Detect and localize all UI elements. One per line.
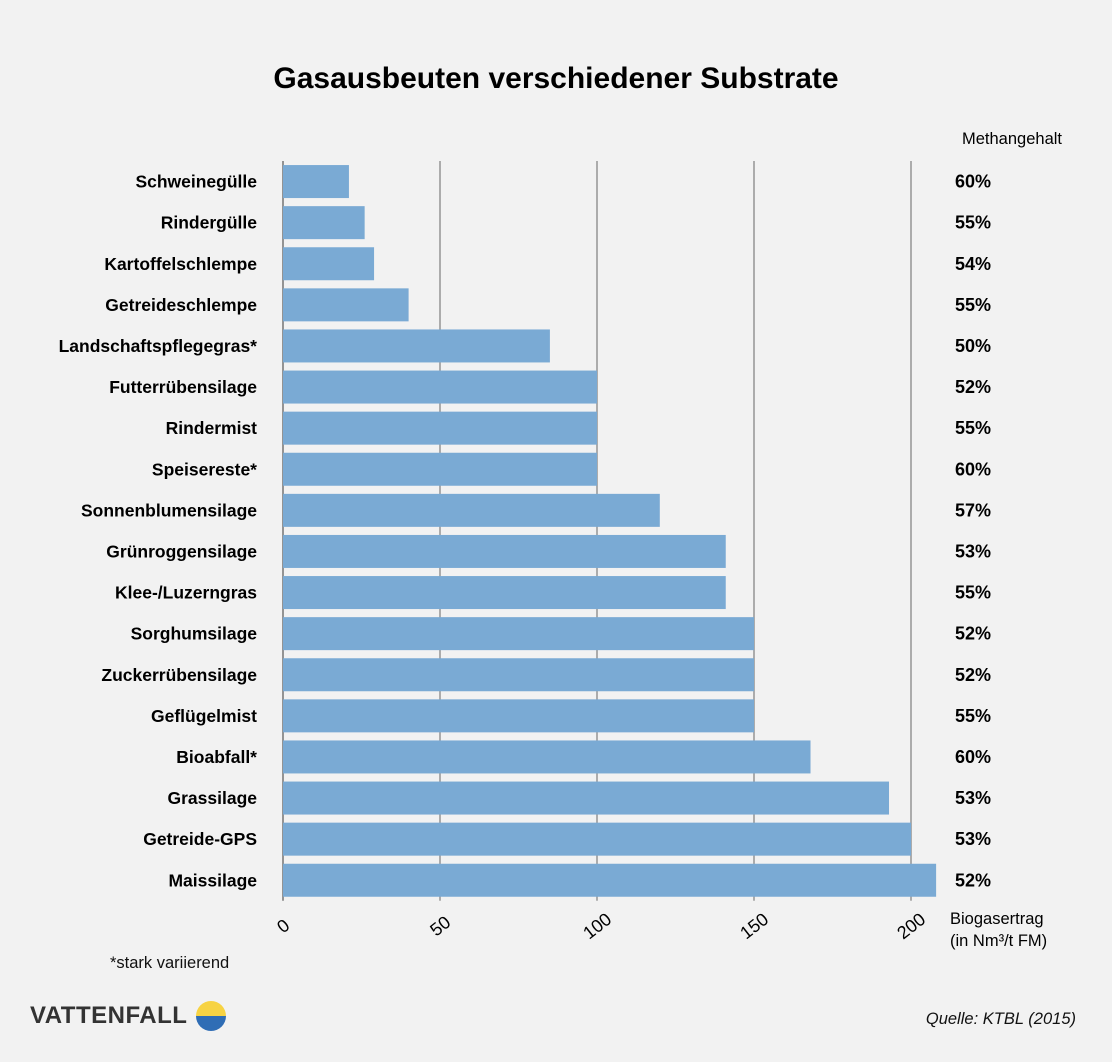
bar: [283, 699, 754, 733]
category-label: Zuckerrübensilage: [101, 665, 257, 685]
methane-value-label: 60%: [955, 747, 991, 767]
category-label: Klee-/Luzerngras: [115, 583, 257, 603]
category-label: Rindergülle: [161, 213, 258, 233]
category-label: Rindermist: [166, 418, 258, 438]
methane-value-label: 53%: [955, 541, 991, 561]
methane-value-label: 55%: [955, 706, 991, 726]
bar: [283, 288, 409, 322]
methane-value-label: 52%: [955, 377, 991, 397]
category-label: Sonnenblumensilage: [81, 500, 257, 520]
bar: [283, 452, 597, 486]
chart-title: Gasausbeuten verschiedener Substrate: [273, 62, 838, 95]
x-tick-label: 200: [893, 909, 929, 943]
brand-name: VATTENFALL: [30, 1002, 188, 1029]
category-label: Kartoffelschlempe: [104, 254, 257, 274]
x-tick-label: 100: [579, 909, 615, 943]
brand-logo: VATTENFALL: [30, 1000, 227, 1032]
methane-value-label: 55%: [955, 213, 991, 233]
methane-value-label: 54%: [955, 254, 991, 274]
bar: [283, 863, 937, 897]
category-label: Grassilage: [168, 788, 258, 808]
methane-value-label: 55%: [955, 295, 991, 315]
x-tick-label: 0: [273, 915, 293, 937]
bar: [283, 534, 726, 568]
methane-value-label: 55%: [955, 583, 991, 603]
methane-value-label: 53%: [955, 829, 991, 849]
methane-value-label: 53%: [955, 788, 991, 808]
bar: [283, 740, 811, 774]
methane-value-label: 57%: [955, 500, 991, 520]
category-label: Grünroggensilage: [106, 541, 257, 561]
bar: [283, 165, 349, 199]
methane-value-label: 60%: [955, 172, 991, 192]
methane-value-label: 50%: [955, 336, 991, 356]
bar: [283, 576, 726, 610]
methane-value-label: 52%: [955, 624, 991, 644]
bar: [283, 493, 660, 527]
bar: [283, 247, 375, 281]
bar: [283, 822, 911, 856]
bar: [283, 206, 365, 240]
methane-value-label: 60%: [955, 459, 991, 479]
footnote: *stark variierend: [110, 954, 230, 972]
x-tick-label: 50: [426, 912, 454, 940]
x-axis-label-line2: (in Nm³/t FM): [950, 932, 1047, 950]
category-label: Bioabfall*: [176, 747, 257, 767]
category-label: Sorghumsilage: [131, 624, 258, 644]
category-label: Getreide-GPS: [143, 829, 257, 849]
bar: [283, 781, 890, 815]
category-label: Futterrübensilage: [109, 377, 257, 397]
bar: [283, 658, 754, 692]
methane-value-label: 55%: [955, 418, 991, 438]
bar: [283, 411, 597, 445]
category-label: Speisereste*: [152, 459, 257, 479]
bar: [283, 617, 754, 651]
category-label: Landschaftspflegegras*: [59, 336, 258, 356]
bar: [283, 370, 597, 404]
methane-value-label: 52%: [955, 665, 991, 685]
category-label: Geflügelmist: [151, 706, 257, 726]
category-label: Getreideschlempe: [105, 295, 257, 315]
category-label: Schweinegülle: [135, 172, 257, 192]
bar: [283, 329, 550, 363]
x-tick-label: 150: [736, 909, 772, 943]
methane-header: Methangehalt: [962, 130, 1062, 148]
methane-value-label: 52%: [955, 870, 991, 890]
category-label: Maissilage: [168, 870, 257, 890]
x-axis-label-line1: Biogasertrag: [950, 910, 1044, 928]
source-note: Quelle: KTBL (2015): [925, 1010, 1076, 1028]
vattenfall-logo-icon: [196, 1001, 227, 1031]
